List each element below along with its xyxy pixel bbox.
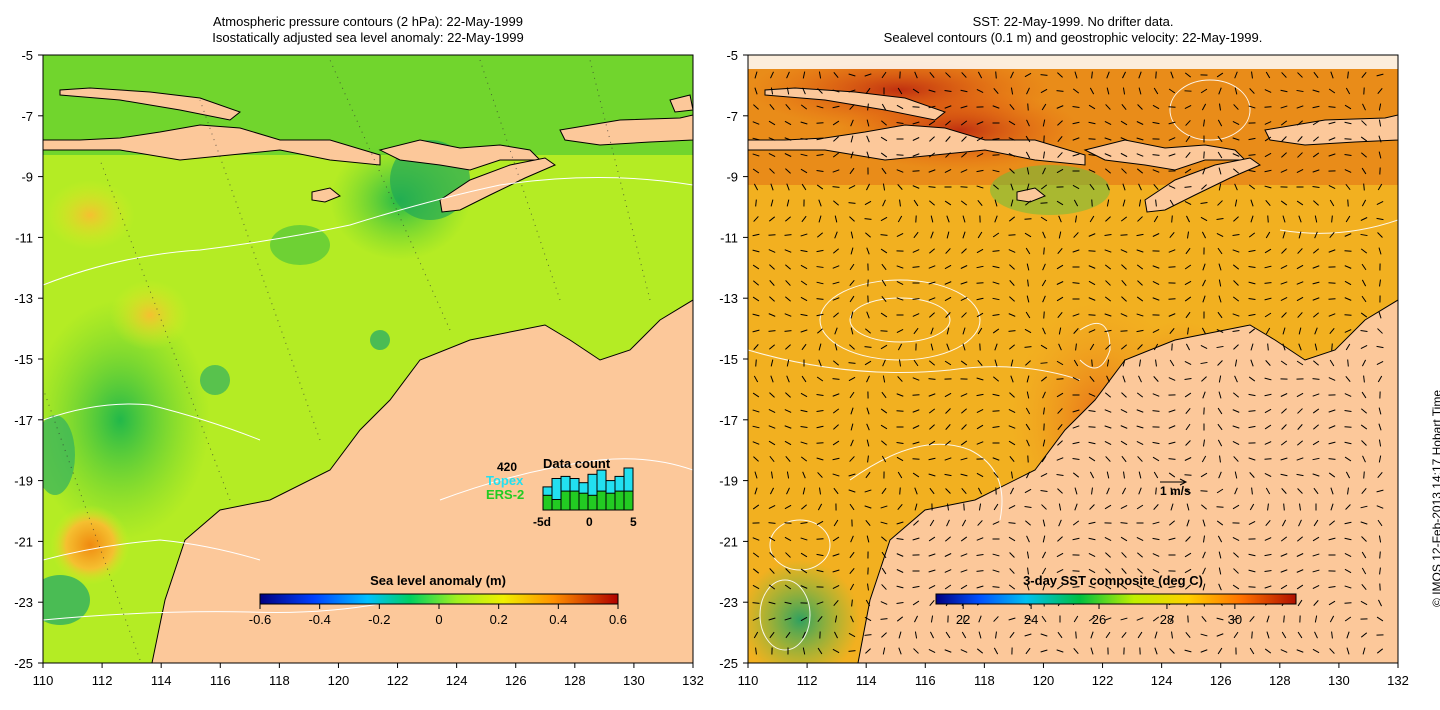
left-lon-tick: 132 <box>682 673 704 688</box>
left-lat-tick: -25 <box>14 656 33 671</box>
left-lat-tick: -17 <box>14 413 33 428</box>
sla-colorbar: Sea level anomaly (m) -0.6 -0.4 -0.2 0 0.2 0.… <box>249 573 627 627</box>
right-lat-tick: -17 <box>719 413 738 428</box>
left-lon-tick: 112 <box>92 673 113 688</box>
left-lat-tick: -5 <box>21 48 33 63</box>
data-count-tick-end: 5 <box>630 515 637 529</box>
geostrophic-velocity-arrows <box>752 71 1384 655</box>
sst-colorbar-gradient <box>935 593 1297 605</box>
right-lat-tick: -9 <box>726 170 738 185</box>
right-lon-tick: 122 <box>1092 673 1114 688</box>
ers2-count-bar <box>623 490 634 511</box>
ers2-count-bar <box>542 494 553 511</box>
right-map <box>748 55 1398 663</box>
ers2-count-bar <box>551 499 562 511</box>
velocity-scale-label: 1 m/s <box>1160 484 1191 498</box>
left-lon-tick: 110 <box>33 673 54 688</box>
left-title-line2: Isostatically adjusted sea level anomaly… <box>212 30 524 45</box>
left-lon-tick: 124 <box>446 673 468 688</box>
timor-island <box>439 157 557 213</box>
colorbar-tick: -0.6 <box>249 612 271 627</box>
map-axes: 110 112 114 116 118 120 122 124 126 128 130 132 -5 -7… <box>14 48 1409 688</box>
right-lon-tick: 132 <box>1387 673 1409 688</box>
left-lat-tick: -9 <box>21 170 33 185</box>
data-count-tick-start: -5d <box>533 515 551 529</box>
right-lon-tick: 126 <box>1210 673 1232 688</box>
sst-colorbar: 3-day SST composite (deg C) 22 24 26 28 30 <box>935 573 1297 627</box>
left-lon-tick: 116 <box>210 673 231 688</box>
left-lat-tick: -23 <box>14 595 33 610</box>
right-title-line2: Sealevel contours (0.1 m) and geostrophi… <box>883 30 1263 45</box>
colorbar-tick: -0.4 <box>308 612 330 627</box>
colorbar-tick: 24 <box>1024 612 1038 627</box>
colorbar-tick: 0 <box>435 612 442 627</box>
right-lon-tick: 120 <box>1033 673 1055 688</box>
ers2-count-bar <box>605 492 616 511</box>
right-lon-tick: 110 <box>738 673 759 688</box>
left-lon-tick: 120 <box>328 673 350 688</box>
left-lat-tick: -21 <box>14 534 33 549</box>
sla-colorbar-label: Sea level anomaly (m) <box>370 573 506 588</box>
colorbar-tick: 22 <box>956 612 970 627</box>
colorbar-tick: 0.4 <box>549 612 567 627</box>
right-lon-tick: 124 <box>1151 673 1173 688</box>
left-lon-tick: 118 <box>269 673 290 688</box>
right-lon-tick: 114 <box>856 673 877 688</box>
sst-colorbar-label: 3-day SST composite (deg C) <box>1023 573 1203 588</box>
data-count-tick-zero: 0 <box>586 515 593 529</box>
right-lat-tick: -21 <box>719 534 738 549</box>
velocity-scale: 1 m/s <box>1160 478 1191 498</box>
left-lat-tick: -19 <box>14 474 33 489</box>
colorbar-tick: 26 <box>1092 612 1106 627</box>
left-lat-tick: -11 <box>15 230 33 245</box>
ers2-count-bar <box>614 490 625 511</box>
topex-label: Topex <box>486 473 524 488</box>
ers2-count-bar <box>560 490 571 511</box>
left-lat-tick: -7 <box>21 109 33 124</box>
right-lat-tick: -7 <box>726 109 738 124</box>
left-lon-tick: 126 <box>505 673 527 688</box>
right-lat-tick: -23 <box>719 595 738 610</box>
ers2-count-bar <box>587 494 598 511</box>
right-lat-tick: -11 <box>720 230 738 245</box>
right-lat-tick: -15 <box>719 352 738 367</box>
australia-mainland-sst <box>857 299 1398 663</box>
left-lon-tick: 122 <box>387 673 409 688</box>
right-lon-tick: 112 <box>797 673 818 688</box>
left-lon-tick: 128 <box>564 673 586 688</box>
colorbar-tick: 0.2 <box>490 612 508 627</box>
left-lat-tick: -13 <box>14 291 33 306</box>
left-map <box>43 55 693 663</box>
data-count-bars <box>542 467 634 511</box>
imos-credit: © IMOS 12-Feb-2013 14:17 Hobart Time <box>1430 390 1440 607</box>
right-title-line1: SST: 22-May-1999. No drifter data. <box>972 14 1174 29</box>
right-lon-tick: 116 <box>915 673 936 688</box>
left-lon-tick: 114 <box>151 673 172 688</box>
right-lon-tick: 130 <box>1328 673 1350 688</box>
sla-colorbar-gradient <box>259 593 619 605</box>
right-lon-tick: 118 <box>974 673 995 688</box>
colorbar-tick: 30 <box>1228 612 1242 627</box>
ers2-count-bar <box>578 492 589 511</box>
data-count-number: 420 <box>497 460 517 474</box>
right-lat-tick: -25 <box>719 656 738 671</box>
right-lat-tick: -13 <box>719 291 738 306</box>
colorbar-tick: 28 <box>1160 612 1174 627</box>
colorbar-tick: -0.2 <box>368 612 390 627</box>
java-island <box>43 124 381 166</box>
australia-mainland <box>151 299 693 663</box>
data-count-title: Data count <box>543 456 611 471</box>
left-lon-tick: 130 <box>623 673 645 688</box>
colorbar-tick: 0.6 <box>609 612 627 627</box>
right-lon-tick: 128 <box>1269 673 1291 688</box>
data-count-inset: 420 Topex ERS-2 Data count -5d 0 5 <box>486 456 637 529</box>
ers2-count-bar <box>569 490 580 511</box>
ers2-label: ERS-2 <box>486 487 524 502</box>
left-title-line1: Atmospheric pressure contours (2 hPa): 2… <box>213 14 523 29</box>
ers2-count-bar <box>596 490 607 511</box>
right-lat-tick: -19 <box>719 474 738 489</box>
left-lat-tick: -15 <box>14 352 33 367</box>
right-lat-tick: -5 <box>726 48 738 63</box>
